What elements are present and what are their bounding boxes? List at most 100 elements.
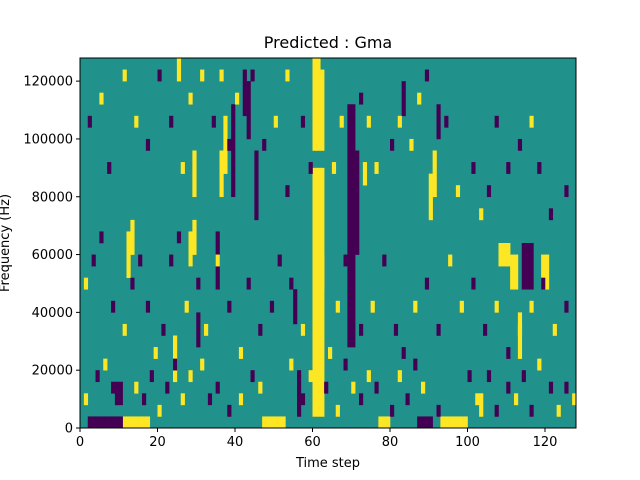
heatmap-cell bbox=[424, 416, 430, 428]
heatmap-cell bbox=[157, 69, 162, 82]
heatmap-cell bbox=[289, 358, 294, 371]
y-tick-label: 60000 bbox=[32, 248, 73, 263]
heatmap-cell bbox=[180, 162, 185, 174]
heatmap-cell bbox=[91, 254, 96, 267]
heatmap-cell bbox=[87, 115, 92, 128]
heatmap-cell bbox=[243, 0, 247, 12]
heatmap-cell bbox=[200, 358, 205, 371]
heatmap-cell bbox=[204, 323, 209, 336]
heatmap-cell bbox=[529, 243, 534, 290]
heatmap-cell bbox=[444, 416, 449, 428]
heatmap-cell bbox=[258, 323, 263, 336]
heatmap-cell bbox=[401, 81, 406, 117]
plot-frame bbox=[79, 57, 577, 429]
y-axis: 0 20000 40000 60000 80000 100000 120000 bbox=[23, 75, 80, 437]
heatmap-cell bbox=[297, 370, 302, 417]
heatmap-cell bbox=[308, 370, 313, 383]
heatmap-cell bbox=[300, 323, 306, 336]
heatmap-cell bbox=[126, 416, 131, 428]
heatmap-cell bbox=[413, 358, 418, 371]
heatmap-cell bbox=[246, 277, 251, 290]
heatmap-cell bbox=[134, 381, 139, 394]
heatmap-cell bbox=[246, 81, 251, 140]
heatmap-cell bbox=[460, 0, 464, 12]
heatmap-cell bbox=[514, 254, 519, 290]
heatmap-cell bbox=[215, 381, 220, 394]
heatmap-cell bbox=[192, 150, 197, 198]
heatmap-cell bbox=[382, 416, 387, 428]
y-tick-label: 0 bbox=[65, 422, 73, 437]
heatmap-cell bbox=[529, 115, 534, 128]
heatmap-cell bbox=[91, 416, 96, 428]
heatmap-cell bbox=[564, 185, 569, 198]
heatmap-cell bbox=[107, 162, 112, 174]
heatmap-cell bbox=[417, 92, 422, 105]
heatmap-cell bbox=[200, 69, 205, 82]
heatmap-cell bbox=[335, 300, 340, 313]
heatmap-cell bbox=[397, 115, 402, 128]
heatmap-cell bbox=[169, 254, 174, 267]
heatmap-cell bbox=[506, 243, 511, 267]
heatmap-cell bbox=[114, 381, 120, 406]
heatmap-cell bbox=[188, 231, 193, 267]
heatmap-cell bbox=[134, 115, 139, 128]
heatmap-cell bbox=[211, 115, 216, 128]
heatmap-cell bbox=[452, 416, 457, 428]
heatmap-cell bbox=[467, 370, 472, 383]
heatmap-cell bbox=[390, 404, 395, 417]
heatmap-cell bbox=[351, 0, 355, 12]
heatmap-cell bbox=[475, 393, 480, 406]
heatmap-cell bbox=[390, 138, 395, 151]
heatmap-cell bbox=[231, 104, 236, 198]
heatmap-cell bbox=[161, 0, 165, 12]
heatmap-cell bbox=[343, 358, 348, 371]
heatmap-cell bbox=[215, 254, 220, 267]
heatmap-cell bbox=[111, 300, 116, 313]
heatmap-cell bbox=[312, 69, 317, 151]
heatmap-cell bbox=[185, 23, 189, 35]
heatmap-cell bbox=[401, 347, 406, 359]
heatmap-cell bbox=[165, 381, 170, 394]
heatmap-cell bbox=[424, 69, 430, 82]
heatmap-cell bbox=[374, 162, 379, 174]
heatmap-cell bbox=[130, 416, 135, 428]
heatmap-cell bbox=[448, 416, 453, 428]
heatmap-cell bbox=[227, 138, 232, 151]
heatmap-cell bbox=[316, 254, 321, 290]
heatmap-cell bbox=[483, 323, 488, 336]
heatmap-cell bbox=[529, 404, 534, 417]
heatmap-cell bbox=[207, 393, 213, 406]
heatmap-cell bbox=[359, 323, 364, 336]
heatmap-cell bbox=[529, 300, 534, 313]
heatmap-cell bbox=[428, 416, 433, 428]
heatmap-cell bbox=[153, 347, 158, 359]
heatmap-cell bbox=[192, 219, 197, 255]
x-tick-label: 60 bbox=[304, 435, 321, 450]
heatmap-cell bbox=[122, 416, 127, 428]
heatmap-cell bbox=[548, 381, 554, 394]
heatmap-cell bbox=[161, 323, 166, 336]
heatmap-cell bbox=[459, 300, 464, 313]
heatmap-cell bbox=[545, 254, 550, 290]
heatmap-cell bbox=[273, 115, 278, 128]
y-tick-label: 100000 bbox=[23, 132, 73, 147]
heatmap-cell bbox=[339, 115, 344, 128]
heatmap-cell bbox=[258, 381, 263, 394]
heatmap-cell bbox=[517, 138, 523, 151]
heatmap-cell bbox=[180, 393, 185, 406]
heatmap-cell bbox=[486, 370, 492, 383]
x-tick-label: 20 bbox=[149, 435, 166, 450]
heatmap-cell bbox=[324, 0, 328, 12]
heatmap-cell bbox=[537, 358, 542, 371]
heatmap-cell bbox=[370, 300, 375, 313]
heatmap-cell bbox=[479, 208, 484, 221]
heatmap-cell bbox=[103, 416, 108, 428]
heatmap-cell bbox=[455, 416, 461, 428]
heatmap-cell bbox=[300, 393, 306, 406]
heatmap-cell bbox=[436, 104, 441, 140]
heatmap-cell bbox=[421, 0, 425, 12]
heatmap-cell bbox=[448, 254, 453, 267]
heatmap-cell bbox=[362, 162, 368, 186]
heatmap-cell bbox=[150, 23, 154, 35]
